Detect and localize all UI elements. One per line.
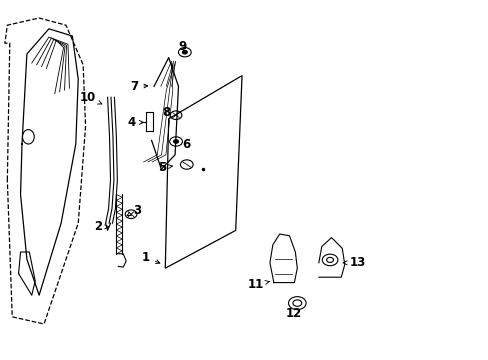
Text: 2: 2: [94, 220, 108, 233]
Text: 12: 12: [285, 307, 301, 320]
Text: 3: 3: [127, 204, 141, 217]
Text: 8: 8: [162, 106, 170, 119]
Text: 1: 1: [142, 251, 160, 264]
Text: 9: 9: [178, 40, 186, 53]
Text: 11: 11: [247, 278, 269, 291]
Text: 5: 5: [158, 161, 172, 174]
Text: 7: 7: [130, 80, 147, 93]
Text: 10: 10: [80, 91, 102, 104]
Circle shape: [173, 140, 178, 143]
Text: 13: 13: [343, 256, 365, 269]
Text: 6: 6: [182, 138, 190, 150]
Circle shape: [182, 50, 187, 54]
Text: 4: 4: [127, 116, 143, 129]
